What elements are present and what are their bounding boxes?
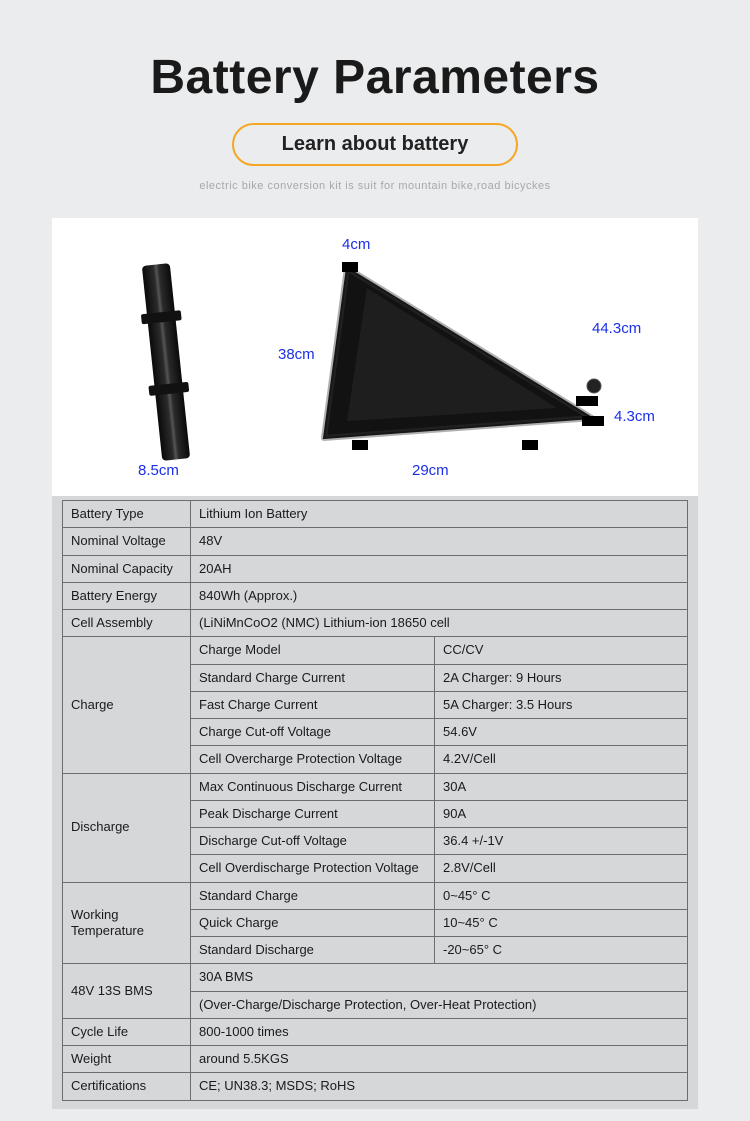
table-cell: Weight (63, 1046, 191, 1073)
table-cell: 48V (191, 528, 688, 555)
table-cell: 90A (435, 800, 688, 827)
spec-table-container: Battery TypeLithium Ion BatteryNominal V… (52, 496, 698, 1109)
table-cell: Charge (63, 637, 191, 773)
page-title: Battery Parameters (150, 50, 599, 105)
dim-right-edge: 4.3cm (614, 408, 655, 425)
table-cell: Peak Discharge Current (191, 800, 435, 827)
table-cell: Certifications (63, 1073, 191, 1100)
table-cell: Nominal Capacity (63, 555, 191, 582)
dim-strap: 8.5cm (138, 462, 179, 479)
table-cell: Working Temperature (63, 882, 191, 964)
strap-image (142, 263, 190, 461)
table-row: Working TemperatureStandard Charge0~45° … (63, 882, 688, 909)
table-cell: CE; UN38.3; MSDS; RoHS (191, 1073, 688, 1100)
table-cell: 20AH (191, 555, 688, 582)
table-cell: 30A (435, 773, 688, 800)
table-cell: 36.4 +/-1V (435, 828, 688, 855)
table-row: Nominal Voltage48V (63, 528, 688, 555)
subtitle-text: electric bike conversion kit is suit for… (199, 180, 550, 192)
table-cell: Cell Overdischarge Protection Voltage (191, 855, 435, 882)
table-cell: Charge Model (191, 637, 435, 664)
table-cell: -20~65° C (435, 937, 688, 964)
table-cell: CC/CV (435, 637, 688, 664)
table-cell: Battery Type (63, 501, 191, 528)
table-cell: Standard Charge (191, 882, 435, 909)
table-cell: around 5.5KGS (191, 1046, 688, 1073)
table-cell: Standard Discharge (191, 937, 435, 964)
table-cell: Charge Cut-off Voltage (191, 719, 435, 746)
table-cell: Standard Charge Current (191, 664, 435, 691)
dim-right-side: 44.3cm (592, 320, 641, 337)
table-row: 48V 13S BMS30A BMS (63, 964, 688, 991)
table-row: ChargeCharge ModelCC/CV (63, 637, 688, 664)
table-cell: 10~45° C (435, 909, 688, 936)
table-row: Cycle Life800-1000 times (63, 1018, 688, 1045)
table-cell: 48V 13S BMS (63, 964, 191, 1019)
table-cell: Cell Overcharge Protection Voltage (191, 746, 435, 773)
learn-about-button[interactable]: Learn about battery (232, 123, 519, 166)
table-cell: 5A Charger: 3.5 Hours (435, 691, 688, 718)
table-cell: (Over-Charge/Discharge Protection, Over-… (191, 991, 688, 1018)
spec-table: Battery TypeLithium Ion BatteryNominal V… (62, 500, 688, 1101)
table-cell: Battery Energy (63, 582, 191, 609)
table-row: CertificationsCE; UN38.3; MSDS; RoHS (63, 1073, 688, 1100)
triangle-battery-image (312, 258, 612, 458)
table-cell: 30A BMS (191, 964, 688, 991)
table-cell: Max Continuous Discharge Current (191, 773, 435, 800)
dim-left-side: 38cm (278, 346, 315, 363)
table-cell: Quick Charge (191, 909, 435, 936)
battery-diagram: 4cm 38cm 44.3cm 4.3cm 29cm 8.5cm (52, 236, 698, 486)
table-row: Cell Assembly(LiNiMnCoO2 (NMC) Lithium-i… (63, 610, 688, 637)
table-cell: 2A Charger: 9 Hours (435, 664, 688, 691)
table-cell: Cycle Life (63, 1018, 191, 1045)
table-cell: Fast Charge Current (191, 691, 435, 718)
table-cell: Discharge Cut-off Voltage (191, 828, 435, 855)
table-cell: Discharge (63, 773, 191, 882)
table-cell: Nominal Voltage (63, 528, 191, 555)
table-cell: 54.6V (435, 719, 688, 746)
table-cell: 0~45° C (435, 882, 688, 909)
table-row: Battery TypeLithium Ion Battery (63, 501, 688, 528)
table-cell: 800-1000 times (191, 1018, 688, 1045)
table-row: DischargeMax Continuous Discharge Curren… (63, 773, 688, 800)
table-cell: 840Wh (Approx.) (191, 582, 688, 609)
table-row: Battery Energy840Wh (Approx.) (63, 582, 688, 609)
table-row: Weightaround 5.5KGS (63, 1046, 688, 1073)
table-cell: 2.8V/Cell (435, 855, 688, 882)
table-cell: Lithium Ion Battery (191, 501, 688, 528)
table-cell: (LiNiMnCoO2 (NMC) Lithium-ion 18650 cell (191, 610, 688, 637)
diagram-panel: 4cm 38cm 44.3cm 4.3cm 29cm 8.5cm (52, 218, 698, 496)
dim-top: 4cm (342, 236, 370, 253)
table-cell: Cell Assembly (63, 610, 191, 637)
table-row: Nominal Capacity20AH (63, 555, 688, 582)
dim-bottom: 29cm (412, 462, 449, 479)
table-cell: 4.2V/Cell (435, 746, 688, 773)
